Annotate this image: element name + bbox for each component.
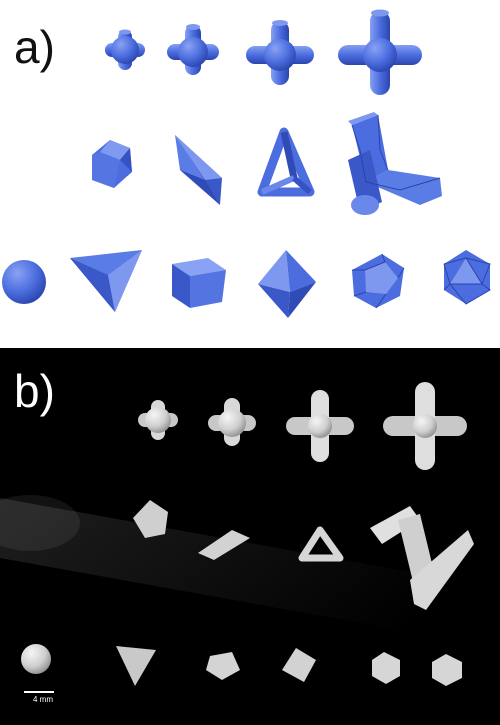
- panel-b-printed-parts: b) 4 mm: [0, 348, 500, 725]
- panel-b-photo: [0, 348, 500, 725]
- cad-icosahedron: [443, 250, 491, 305]
- print-cross-4: [383, 382, 467, 470]
- panel-a-cad-models: a): [0, 0, 500, 348]
- print-tetrahedral-frame: [298, 526, 344, 562]
- print-bipyramid: [198, 530, 250, 560]
- cad-cross-4: [338, 9, 422, 95]
- print-bent-bar: [370, 506, 474, 610]
- cad-truncated-octahedron: [92, 140, 132, 188]
- print-tetrahedron: [116, 646, 156, 686]
- print-octahedron: [282, 648, 316, 682]
- scale-bar-label: 4 mm: [33, 695, 53, 704]
- cad-cross-3: [246, 20, 314, 85]
- print-dodecahedron: [372, 652, 400, 684]
- cad-dodecahedron: [352, 253, 405, 309]
- print-icosahedron: [432, 654, 462, 686]
- cad-cube: [172, 258, 226, 308]
- cad-bent-bar: [348, 112, 442, 215]
- panel-a-shapes: [2, 9, 491, 318]
- cad-cross-1: [105, 29, 145, 70]
- cad-octahedron: [258, 250, 316, 318]
- print-sphere: [21, 644, 51, 674]
- panel-a-label: a): [14, 21, 55, 73]
- panel-b-label: b): [14, 365, 55, 417]
- cad-bipyramid: [175, 135, 222, 205]
- print-cross-2: [208, 398, 256, 446]
- cad-tetrahedral-frame: [257, 127, 315, 197]
- print-cube: [206, 652, 240, 680]
- print-cross-1: [138, 400, 178, 440]
- cad-cross-2: [167, 24, 219, 75]
- print-cross-3: [286, 390, 354, 462]
- cad-tetrahedron: [70, 250, 142, 312]
- cad-sphere: [2, 260, 46, 304]
- print-truncated-octahedron: [133, 500, 168, 538]
